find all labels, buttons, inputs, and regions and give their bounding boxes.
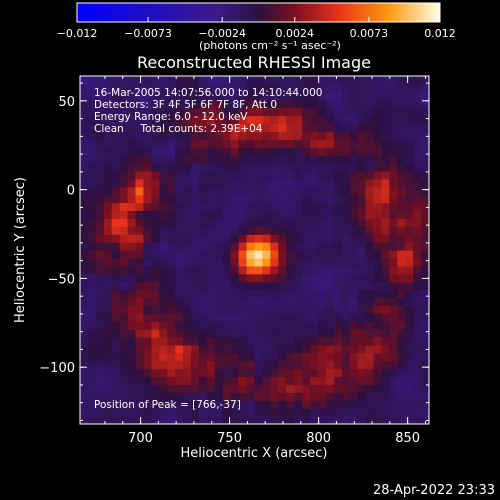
x-tick-label: 800 [306,431,331,446]
timestamp: 28-Apr-2022 23:33 [373,483,495,498]
x-tick-label: 750 [217,431,242,446]
colorbar-unit-label: (photons cm⁻² s⁻¹ asec⁻²) [199,39,341,52]
y-axis-label: Heliocentric Y (arcsec) [13,177,28,323]
annotation-block: 16-Mar-2005 14:07:56.000 to 14:10:44.000… [94,87,322,135]
colorbar-tick-label: −0.012 [57,27,98,40]
colorbar-tick-label: −0.0024 [198,27,246,40]
x-tick-label: 700 [128,431,153,446]
y-tick-label: 50 [58,95,75,110]
peak-position-label: Position of Peak = [766,-37] [94,399,241,411]
annotation-line: 16-Mar-2005 14:07:56.000 to 14:10:44.000 [94,87,322,99]
colorbar-ticks: −0.012 −0.0073 −0.0024 0.0024 0.0073 0.012 [57,17,456,40]
chart-title: Reconstructed RHESSI Image [137,53,371,72]
y-tick-label: −100 [39,361,75,376]
axis-ticks: 700 750 800 850 50 0 −50 −100 [39,76,429,446]
annotation-line: Clean Total counts: 2.39E+04 [94,123,263,135]
colorbar-tick-label: 0.0073 [350,27,389,40]
plot-frame [79,75,430,425]
y-tick-label: 0 [67,184,75,199]
x-axis-label: Heliocentric X (arcsec) [181,446,328,461]
annotation-line: Energy Range: 6.0 - 12.0 keV [94,111,248,123]
y-tick-label: −50 [48,272,75,287]
heatmap-image [80,76,429,424]
colorbar-tick-label: 0.0024 [276,27,315,40]
annotation-line: Detectors: 3F 4F 5F 6F 7F 8F, Att 0 [94,99,277,111]
colorbar-tick-label: 0.012 [424,27,456,40]
colorbar-tick-label: −0.0073 [124,27,172,40]
colorbar [76,2,441,23]
x-tick-label: 850 [395,431,420,446]
